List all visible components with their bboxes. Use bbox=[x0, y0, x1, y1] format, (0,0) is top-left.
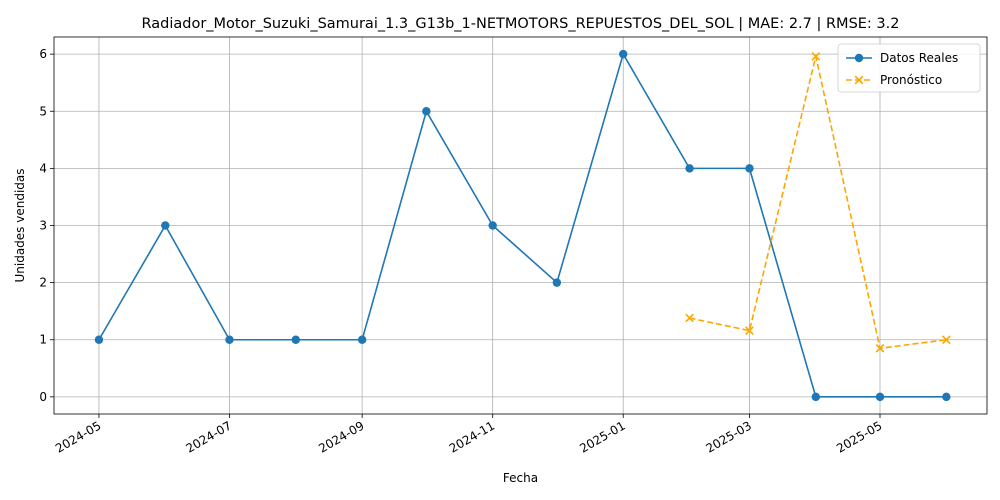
data-point bbox=[942, 392, 951, 402]
forecast-marker-stroke bbox=[745, 326, 754, 335]
data-point bbox=[488, 221, 497, 230]
forecast-marker-stroke bbox=[941, 335, 951, 345]
data-point bbox=[745, 164, 754, 173]
data-point bbox=[422, 107, 431, 116]
forecast-point bbox=[875, 343, 885, 353]
data-point bbox=[619, 49, 628, 59]
data-point bbox=[552, 278, 562, 287]
legend-marker-1 bbox=[854, 53, 864, 63]
y-tick-label: 3 bbox=[39, 219, 47, 233]
data-point bbox=[357, 335, 367, 344]
legend: Datos Reales Pronóstico bbox=[837, 43, 981, 93]
legend-marker-stroke bbox=[854, 75, 864, 85]
y-axis-label: Unidades vendidas bbox=[13, 168, 27, 282]
data-point bbox=[291, 335, 301, 344]
data-point bbox=[161, 221, 170, 230]
y-tick-label: 0 bbox=[39, 390, 47, 404]
y-tick-label: 6 bbox=[39, 47, 47, 61]
forecast-point bbox=[685, 313, 694, 323]
chart-title: Radiador_Motor_Suzuki_Samurai_1.3_G13b_1… bbox=[142, 16, 900, 32]
data-point bbox=[685, 164, 694, 173]
forecast-point bbox=[941, 335, 951, 345]
legend-box bbox=[837, 43, 981, 93]
series-layer bbox=[94, 49, 951, 402]
forecast-marker-stroke bbox=[685, 313, 694, 323]
legend-marker-2 bbox=[854, 75, 864, 85]
data-point bbox=[811, 392, 821, 402]
y-tick-label: 1 bbox=[39, 333, 47, 347]
forecast-point bbox=[745, 326, 754, 335]
forecast-point bbox=[811, 52, 821, 61]
forecast-marker-stroke bbox=[875, 343, 885, 353]
data-point bbox=[225, 335, 234, 344]
y-tick-label: 2 bbox=[39, 276, 47, 290]
legend-label-1: Datos Reales bbox=[880, 51, 958, 65]
series-line-1 bbox=[98, 52, 947, 398]
y-tick-label: 5 bbox=[39, 104, 47, 118]
forecast-marker-stroke bbox=[811, 52, 821, 61]
y-tick-label: 4 bbox=[39, 161, 47, 175]
legend-label-2: Pronóstico bbox=[880, 73, 942, 87]
x-axis-label: Fecha bbox=[503, 471, 538, 485]
data-point bbox=[875, 392, 885, 402]
data-point bbox=[94, 335, 104, 344]
